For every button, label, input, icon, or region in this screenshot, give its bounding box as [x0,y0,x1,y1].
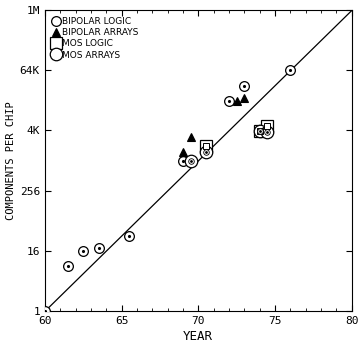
Legend:  [50,14,55,20]
Y-axis label: COMPONENTS PER CHIP: COMPONENTS PER CHIP [5,101,16,220]
X-axis label: YEAR: YEAR [183,331,213,343]
